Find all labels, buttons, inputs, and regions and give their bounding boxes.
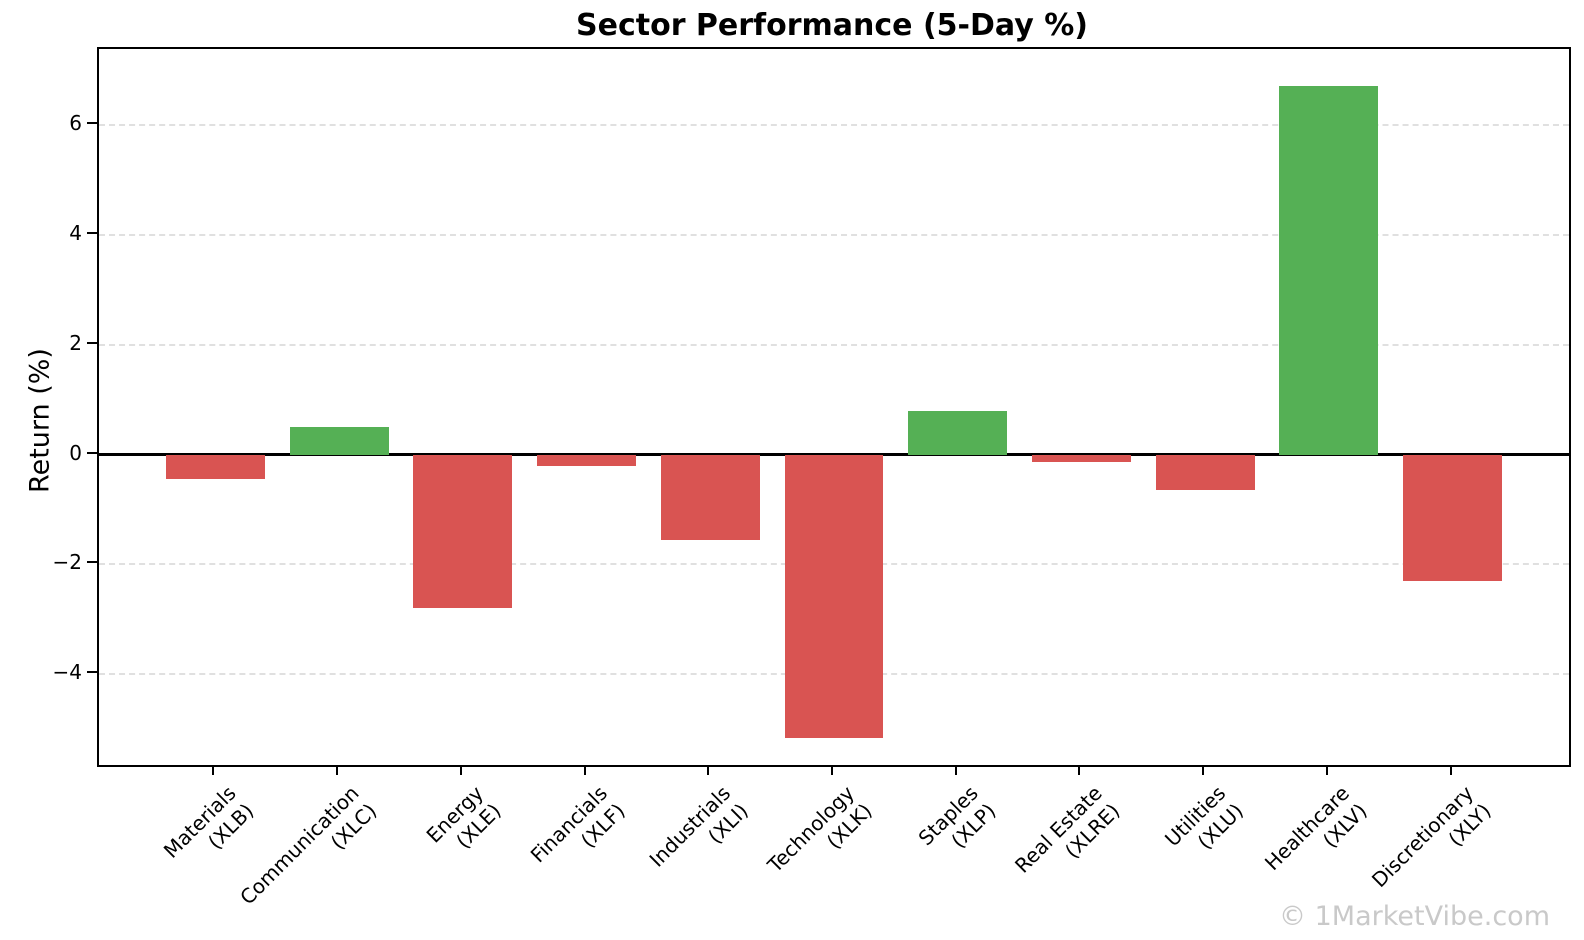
x-tick-mark-technology bbox=[831, 765, 833, 775]
bar-industrials-xli bbox=[660, 454, 760, 540]
x-tick-label-energy: Energy (XLE) bbox=[421, 781, 506, 866]
y-tick-mark-2 bbox=[87, 341, 97, 344]
y-tick-label-0: 0 bbox=[69, 440, 82, 465]
y-tick-label-4: 4 bbox=[69, 220, 82, 245]
x-tick-mark-communication bbox=[336, 765, 339, 775]
bar-utilities-xlu bbox=[1155, 454, 1255, 491]
bar-financials-xlf bbox=[537, 454, 636, 466]
y-tick-mark-6 bbox=[87, 121, 97, 124]
y-tick-label--2: −2 bbox=[52, 550, 82, 575]
y-tick-mark-4 bbox=[87, 231, 97, 234]
x-tick-label-materials: Materials (XLB) bbox=[158, 781, 258, 881]
y-tick-label-2: 2 bbox=[69, 330, 82, 355]
x-tick-mark-real-estate bbox=[1078, 765, 1081, 775]
x-tick-label-real-estate: Real Estate (XLRE) bbox=[1010, 781, 1125, 896]
bar-healthcare-xlv bbox=[1279, 86, 1379, 455]
gridline-y-4 bbox=[99, 233, 1569, 236]
gridline-y-2 bbox=[99, 343, 1569, 346]
x-tick-mark-staples bbox=[954, 765, 957, 775]
x-tick-mark-utilities bbox=[1202, 765, 1205, 775]
x-tick-label-industrials: Industrials (XLI) bbox=[645, 781, 754, 890]
x-tick-mark-energy bbox=[459, 765, 462, 775]
bar-technology-xlk bbox=[784, 454, 884, 738]
gridline-y-6 bbox=[99, 123, 1569, 126]
watermark-text: © 1MarketVibe.com bbox=[1279, 901, 1550, 932]
x-tick-label-discretionary: Discretionary (XLY) bbox=[1367, 781, 1496, 910]
bar-discretionary-xly bbox=[1403, 454, 1503, 581]
y-tick-mark--2 bbox=[87, 561, 97, 564]
bar-staples-xlp bbox=[908, 410, 1008, 455]
x-tick-label-healthcare: Healthcare (XLV) bbox=[1260, 781, 1372, 893]
plot-area bbox=[97, 47, 1571, 767]
x-tick-mark-healthcare bbox=[1325, 765, 1328, 775]
x-tick-mark-materials bbox=[212, 765, 215, 775]
y-tick-mark--4 bbox=[87, 671, 97, 674]
x-tick-mark-financials bbox=[583, 765, 586, 775]
bar-communication-xlc bbox=[289, 427, 389, 455]
chart-title: Sector Performance (5-Day %) bbox=[576, 8, 1088, 43]
bar-real-estate-xlre bbox=[1031, 454, 1131, 462]
x-tick-label-financials: Financials (XLF) bbox=[525, 781, 630, 886]
x-tick-label-utilities: Utilities (XLU) bbox=[1160, 781, 1249, 870]
x-tick-mark-discretionary bbox=[1449, 765, 1452, 775]
x-tick-label-staples: Staples (XLP) bbox=[914, 781, 1002, 869]
bar-materials-xlb bbox=[165, 454, 265, 480]
x-tick-label-technology: Technology (XLK) bbox=[763, 781, 878, 896]
y-tick-mark-0 bbox=[87, 451, 97, 454]
bar-energy-xle bbox=[413, 454, 513, 609]
y-tick-label-6: 6 bbox=[69, 110, 82, 135]
x-tick-mark-industrials bbox=[707, 765, 710, 775]
y-tick-label--4: −4 bbox=[52, 660, 82, 685]
x-tick-label-communication: Communication (XLC) bbox=[236, 781, 383, 928]
